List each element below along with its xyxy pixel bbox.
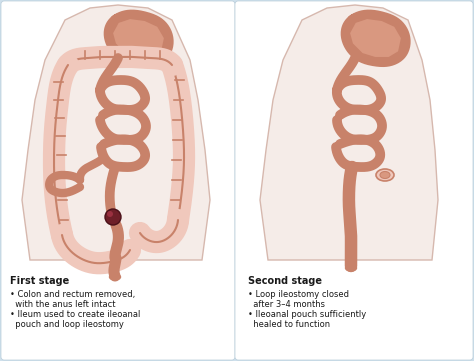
Polygon shape <box>260 5 438 260</box>
Text: with the anus left intact: with the anus left intact <box>10 300 116 309</box>
FancyBboxPatch shape <box>1 1 235 360</box>
Ellipse shape <box>376 169 394 181</box>
Text: pouch and loop ileostomy: pouch and loop ileostomy <box>10 320 124 329</box>
Circle shape <box>105 209 121 225</box>
Text: • Loop ileostomy closed: • Loop ileostomy closed <box>248 290 349 299</box>
Ellipse shape <box>346 265 356 271</box>
Text: after 3–4 months: after 3–4 months <box>248 300 325 309</box>
Text: • Ileum used to create ileoanal: • Ileum used to create ileoanal <box>10 310 140 319</box>
Text: Second stage: Second stage <box>248 276 322 286</box>
FancyBboxPatch shape <box>235 1 473 360</box>
Ellipse shape <box>380 171 390 178</box>
Text: First stage: First stage <box>10 276 69 286</box>
Polygon shape <box>22 5 210 260</box>
Polygon shape <box>349 18 402 58</box>
Text: • Ileoanal pouch sufficiently: • Ileoanal pouch sufficiently <box>248 310 366 319</box>
Text: • Colon and rectum removed,: • Colon and rectum removed, <box>10 290 135 299</box>
Ellipse shape <box>109 274 120 280</box>
Circle shape <box>107 211 113 217</box>
Polygon shape <box>112 18 165 58</box>
Text: healed to function: healed to function <box>248 320 330 329</box>
